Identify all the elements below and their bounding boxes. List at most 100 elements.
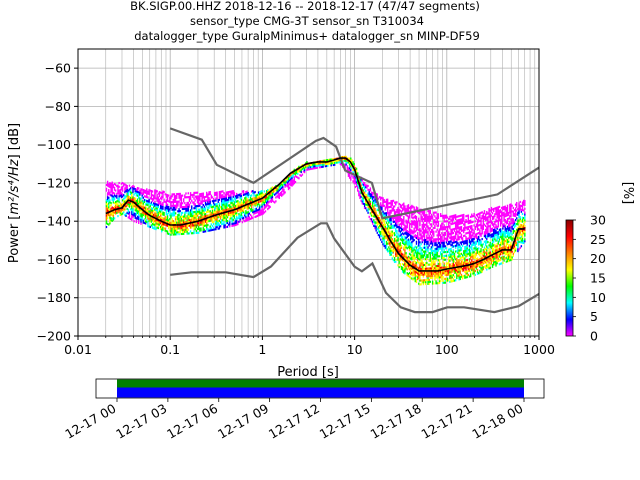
psd-heatmap-cell: [457, 223, 459, 226]
psd-heatmap-cell: [416, 276, 419, 279]
psd-heatmap-cell: [388, 206, 390, 209]
psd-heatmap-cell: [157, 225, 160, 228]
psd-heatmap-cell: [396, 208, 398, 212]
psd-heatmap-cell: [434, 249, 436, 252]
psd-heatmap-cell: [218, 225, 221, 228]
psd-heatmap-cell: [410, 244, 412, 247]
psd-heatmap-cell: [138, 210, 140, 213]
psd-heatmap-cell: [197, 222, 200, 225]
psd-heatmap-cell: [318, 162, 321, 165]
psd-heatmap-cell: [180, 213, 183, 216]
psd-heatmap-cell: [361, 196, 364, 199]
psd-heatmap-cell: [423, 254, 426, 257]
psd-heatmap-cell: [184, 207, 186, 210]
psd-heatmap-cell: [143, 195, 146, 198]
psd-heatmap-cell: [395, 245, 397, 248]
psd-heatmap-cell: [127, 210, 130, 213]
psd-heatmap-cell: [129, 204, 132, 207]
psd-heatmap-cell: [110, 219, 112, 222]
psd-heatmap-cell: [161, 222, 163, 225]
psd-heatmap-cell: [138, 208, 140, 211]
psd-heatmap-cell: [483, 261, 486, 264]
psd-heatmap-cell: [257, 197, 260, 200]
psd-heatmap-cell: [391, 224, 393, 227]
psd-heatmap-cell: [437, 232, 440, 235]
psd-heatmap-cell: [489, 251, 491, 254]
psd-heatmap-cell: [216, 210, 218, 213]
psd-heatmap-cell: [407, 206, 410, 209]
psd-heatmap-cell: [452, 251, 455, 254]
psd-heatmap-cell: [196, 218, 199, 221]
psd-heatmap-cell: [431, 242, 434, 245]
psd-heatmap-cell: [407, 267, 410, 270]
psd-heatmap-cell: [108, 213, 110, 217]
psd-heatmap-cell: [420, 250, 422, 253]
psd-heatmap-cell: [126, 192, 128, 195]
psd-heatmap-cell: [389, 249, 391, 253]
psd-heatmap-cell: [167, 219, 170, 222]
psd-heatmap-cell: [159, 225, 162, 229]
psd-heatmap-cell: [221, 196, 223, 199]
psd-heatmap-cell: [478, 258, 480, 261]
psd-heatmap-cell: [486, 222, 488, 225]
psd-heatmap-cell: [262, 201, 264, 204]
psd-heatmap-cell: [224, 208, 226, 212]
psd-heatmap-cell: [218, 208, 221, 211]
psd-heatmap-cell: [448, 248, 450, 251]
psd-heatmap-cell: [474, 248, 476, 252]
psd-heatmap-cell: [253, 199, 255, 202]
psd-heatmap-cell: [156, 215, 158, 218]
psd-heatmap-cell: [178, 194, 180, 197]
psd-heatmap-cell: [374, 209, 376, 213]
psd-heatmap-cell: [231, 224, 233, 227]
psd-heatmap-cell: [162, 219, 164, 222]
psd-heatmap-cell: [427, 242, 429, 245]
psd-heatmap-cell: [382, 218, 384, 221]
psd-heatmap-cell: [392, 232, 395, 235]
psd-heatmap-cell: [428, 217, 430, 220]
psd-heatmap-cell: [396, 241, 398, 244]
psd-heatmap-cell: [452, 216, 455, 219]
psd-heatmap-cell: [388, 246, 390, 249]
psd-heatmap-cell: [173, 225, 176, 228]
psd-heatmap-cell: [374, 223, 376, 226]
psd-heatmap-cell: [446, 250, 449, 253]
psd-heatmap-cell: [411, 277, 413, 280]
psd-heatmap-cell: [473, 256, 475, 260]
psd-heatmap-cell: [392, 205, 395, 208]
psd-heatmap-cell: [140, 188, 142, 191]
psd-heatmap-cell: [391, 207, 393, 210]
psd-heatmap-cell: [196, 224, 199, 227]
psd-heatmap-cell: [484, 251, 487, 254]
psd-heatmap-cell: [350, 165, 352, 168]
psd-heatmap-cell: [116, 185, 118, 188]
psd-heatmap-cell: [194, 199, 196, 202]
psd-heatmap-cell: [445, 241, 448, 244]
psd-heatmap-cell: [221, 209, 223, 212]
psd-heatmap-cell: [146, 188, 148, 191]
psd-heatmap-cell: [478, 264, 480, 267]
psd-heatmap-cell: [490, 235, 493, 238]
psd-heatmap-cell: [147, 215, 149, 218]
psd-heatmap-cell: [439, 253, 442, 256]
psd-heatmap-cell: [290, 174, 292, 177]
psd-heatmap-cell: [234, 204, 237, 207]
psd-heatmap-cell: [366, 197, 368, 201]
psd-heatmap-cell: [119, 213, 121, 216]
psd-heatmap-cell: [434, 253, 436, 256]
psd-heatmap-cell: [490, 245, 493, 248]
psd-heatmap-cell: [479, 233, 481, 236]
psd-heatmap-cell: [161, 213, 163, 216]
psd-heatmap-cell: [408, 231, 411, 234]
psd-heatmap-cell: [486, 212, 488, 216]
psd-heatmap-cell: [408, 271, 411, 275]
psd-heatmap-cell: [292, 179, 294, 182]
psd-heatmap-cell: [367, 194, 369, 197]
psd-heatmap-cell: [172, 212, 174, 215]
psd-heatmap-cell: [403, 202, 405, 205]
psd-heatmap-cell: [215, 212, 217, 215]
psd-heatmap-cell: [389, 251, 391, 254]
psd-heatmap-cell: [116, 204, 118, 207]
psd-heatmap-cell: [197, 231, 200, 234]
psd-heatmap-cell: [430, 248, 433, 251]
